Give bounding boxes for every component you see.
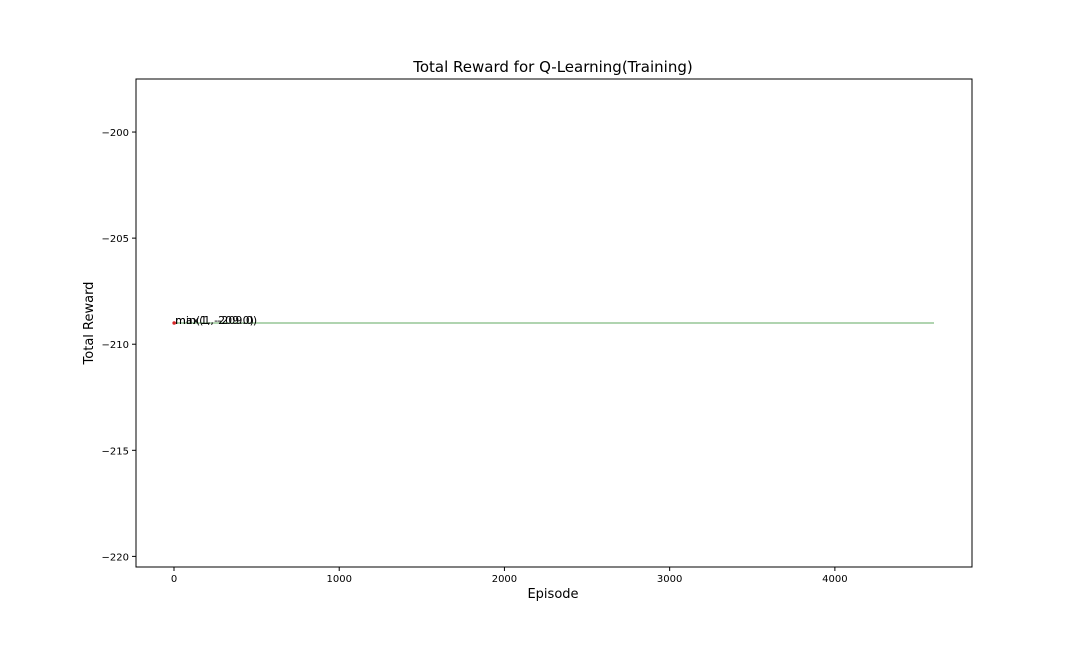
- x-tick-label: 4000: [822, 574, 847, 585]
- y-axis: −200 −205 −210 −215 −220: [102, 128, 136, 563]
- annotations: max(1, -209.0)min(1, -209.0): [175, 314, 257, 327]
- y-tick-label: −200: [102, 128, 129, 139]
- y-tick-label: −215: [102, 446, 129, 457]
- x-tick-label: 3000: [657, 574, 682, 585]
- chart-title: Total Reward for Q-Learning(Training): [412, 58, 692, 76]
- data-point: [172, 321, 176, 325]
- x-axis: 0 1000 2000 3000 4000: [171, 567, 848, 585]
- plot-frame: [135, 78, 973, 568]
- annotation-label: min(1, -209.0): [175, 314, 254, 327]
- x-tick-label: 2000: [492, 574, 517, 585]
- y-tick-label: −220: [102, 552, 129, 563]
- x-tick-label: 1000: [326, 574, 351, 585]
- annotation-label: max(1, -209.0): [175, 314, 257, 327]
- plot-area: [172, 321, 934, 325]
- y-tick-label: −210: [102, 340, 129, 351]
- x-axis-label: Episode: [527, 587, 578, 602]
- y-axis-label: Total Reward: [82, 282, 97, 366]
- x-tick-label: 0: [171, 574, 177, 585]
- y-tick-label: −205: [102, 234, 129, 245]
